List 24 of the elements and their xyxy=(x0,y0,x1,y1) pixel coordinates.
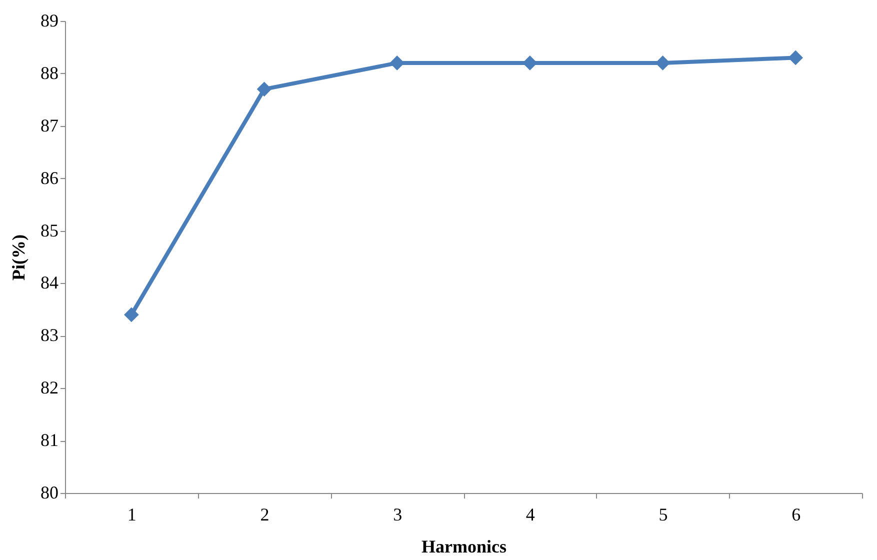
x-tick-label: 6 xyxy=(792,504,801,524)
y-tick-label: 88 xyxy=(40,62,58,83)
point xyxy=(788,50,803,66)
x-tick-label: 2 xyxy=(260,504,270,524)
y-tick-label: 82 xyxy=(40,378,58,398)
x-tick-label: 3 xyxy=(393,504,402,524)
x-axis-title: Harmonics xyxy=(422,536,506,556)
point xyxy=(655,56,670,70)
point xyxy=(390,56,404,70)
x-tick-label: 4 xyxy=(526,504,535,524)
x-tick-label: 5 xyxy=(658,504,668,524)
y-tick-label: 87 xyxy=(40,115,58,136)
point xyxy=(124,307,139,322)
y-tick-label: 89 xyxy=(40,10,58,30)
y-tick-label: 81 xyxy=(40,430,58,450)
y-tick-label: 84 xyxy=(40,272,58,293)
x-tick-label: 1 xyxy=(127,504,136,524)
y-axis-title: Pi(%) xyxy=(8,234,28,280)
y-tick-label: 83 xyxy=(40,325,58,346)
point xyxy=(256,82,272,97)
point xyxy=(522,56,538,70)
y-tick-label: 80 xyxy=(40,482,58,502)
y-tick-label: 86 xyxy=(40,168,58,188)
y-tick-label: 85 xyxy=(40,220,58,240)
